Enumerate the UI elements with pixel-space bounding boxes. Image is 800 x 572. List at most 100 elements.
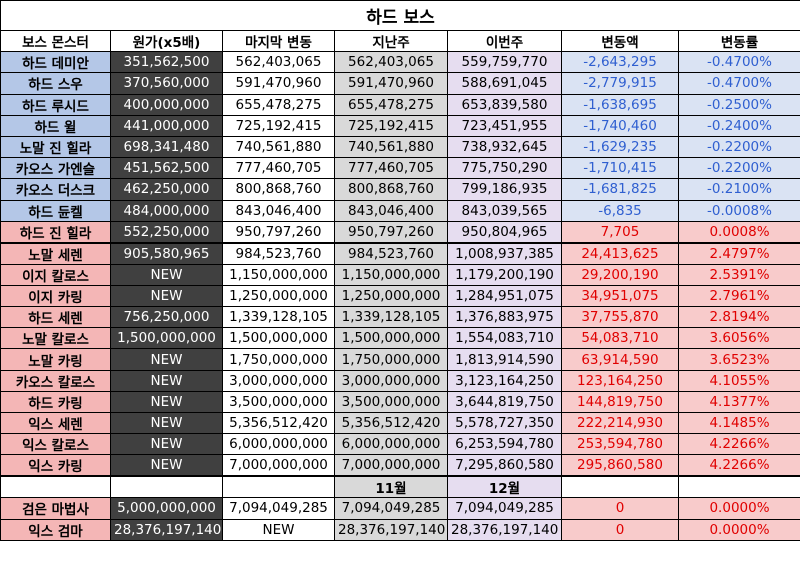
table-row: 카오스 칼로스 NEW 3,000,000,000 3,000,000,000 3,12… <box>0 369 800 392</box>
boss-name: 익스 검마 <box>0 518 111 541</box>
last-week-price: 5,356,512,420 <box>334 411 448 435</box>
boss-price-table: 하드 보스 보스 몬스터 원가(x5배) 마지막 변동 지난주 이번주 변동액 … <box>0 0 800 541</box>
boss-name: 카오스 칼로스 <box>0 369 111 392</box>
last-change-price: NEW <box>222 518 335 541</box>
monthly-row: 익스 검마 28,376,197,140 NEW 28,376,197,140 28,3… <box>0 518 800 541</box>
this-week-price: 843,039,565 <box>447 199 562 222</box>
header-last-week: 지난주 <box>334 29 448 53</box>
delta-value: 253,594,780 <box>561 433 679 456</box>
boss-name: 익스 칼로스 <box>0 433 111 456</box>
delta-value: 24,413,625 <box>561 241 679 265</box>
rate-value: 2.5391% <box>677 263 800 286</box>
last-change-price: 591,470,960 <box>222 72 335 95</box>
month-header-blank <box>561 475 679 499</box>
last-week-price: 1,339,128,105 <box>334 306 448 329</box>
boss-name: 하드 데미안 <box>0 51 111 74</box>
rate-value: 2.7961% <box>677 284 800 308</box>
rate-value: 4.1055% <box>677 369 800 392</box>
table-row: 카오스 가엔슬 451,562,500 777,460,705 777,460,705… <box>0 157 800 180</box>
boss-name: 검은 마법사 <box>0 497 111 520</box>
delta-value: 29,200,190 <box>561 263 679 286</box>
boss-name: 노말 진 힐라 <box>0 135 111 159</box>
rate-value: 0.0008% <box>677 220 800 244</box>
this-week-price: 3,123,164,250 <box>447 369 562 392</box>
table-row: 하드 듄켈 484,000,000 843,046,400 843,046,400 84… <box>0 199 800 222</box>
original-price: 400,000,000 <box>110 93 223 116</box>
this-week-price: 1,813,914,590 <box>447 348 562 371</box>
header-original: 원가(x5배) <box>110 29 223 53</box>
delta-value: 54,083,710 <box>561 327 679 350</box>
delta-value: -1,629,235 <box>561 135 679 159</box>
last-week-price: 3,000,000,000 <box>334 369 448 392</box>
last-change-price: 5,356,512,420 <box>222 411 335 435</box>
boss-name: 카오스 더스크 <box>0 178 111 201</box>
table-row: 카오스 더스크 462,250,000 800,868,760 800,868,760… <box>0 178 800 201</box>
rate-value: 4.1377% <box>677 390 800 414</box>
last-change-price: 655,478,275 <box>222 93 335 116</box>
table-row: 하드 세렌 756,250,000 1,339,128,105 1,339,128,1… <box>0 306 800 329</box>
this-week-price: 6,253,594,780 <box>447 433 562 456</box>
this-week-price: 5,578,727,350 <box>447 411 562 435</box>
last-week-price: 6,000,000,000 <box>334 433 448 456</box>
last-change-price: 3,000,000,000 <box>222 369 335 392</box>
boss-name: 이지 카링 <box>0 284 111 308</box>
this-month-price: 7,094,049,285 <box>447 497 562 520</box>
original-price: 698,341,480 <box>110 135 223 159</box>
table-row: 노말 칼로스 1,500,000,000 1,500,000,000 1,500,00… <box>0 327 800 350</box>
table-row: 하드 루시드 400,000,000 655,478,275 655,478,275 6… <box>0 93 800 116</box>
boss-name: 익스 세렌 <box>0 411 111 435</box>
header-this-week: 이번주 <box>447 29 562 53</box>
table-row: 하드 진 힐라 552,250,000 950,797,260 950,797,260… <box>0 220 800 244</box>
month-header-cur: 12월 <box>447 475 562 499</box>
original-price: 462,250,000 <box>110 178 223 201</box>
last-week-price: 7,000,000,000 <box>334 454 448 477</box>
original-price: 5,000,000,000 <box>110 497 223 520</box>
last-change-price: 1,500,000,000 <box>222 327 335 350</box>
delta-value: 0 <box>561 518 679 541</box>
last-change-price: 725,192,415 <box>222 114 335 137</box>
delta-value: 222,214,930 <box>561 411 679 435</box>
rate-value: 4.2266% <box>677 433 800 456</box>
last-change-price: 800,868,760 <box>222 178 335 201</box>
last-change-price: 6,000,000,000 <box>222 433 335 456</box>
original-price: NEW <box>110 284 223 308</box>
table-row: 노말 카링 NEW 1,750,000,000 1,750,000,000 1,813,… <box>0 348 800 371</box>
boss-name: 카오스 가엔슬 <box>0 157 111 180</box>
rate-value: 4.2266% <box>677 454 800 477</box>
original-price: NEW <box>110 411 223 435</box>
boss-name: 하드 스우 <box>0 72 111 95</box>
delta-value: -1,681,825 <box>561 178 679 201</box>
this-week-price: 1,008,937,385 <box>447 241 562 265</box>
month-header-prev: 11월 <box>334 475 448 499</box>
last-change-price: 1,250,000,000 <box>222 284 335 308</box>
last-week-price: 984,523,760 <box>334 241 448 265</box>
title-row: 하드 보스 <box>0 0 800 31</box>
boss-name: 하드 세렌 <box>0 306 111 329</box>
page-title: 하드 보스 <box>0 0 800 31</box>
delta-value: -6,835 <box>561 199 679 222</box>
this-week-price: 588,691,045 <box>447 72 562 95</box>
month-header-blank <box>0 475 111 499</box>
month-header-row: 11월 12월 <box>0 475 800 499</box>
rate-value: -0.2200% <box>677 157 800 180</box>
original-price: 1,500,000,000 <box>110 327 223 350</box>
table-row: 익스 칼로스 NEW 6,000,000,000 6,000,000,000 6,253… <box>0 433 800 456</box>
monthly-row: 검은 마법사 5,000,000,000 7,094,049,285 7,094,04… <box>0 497 800 520</box>
table-row: 익스 카링 NEW 7,000,000,000 7,000,000,000 7,295,… <box>0 454 800 477</box>
month-header-blank <box>222 475 335 499</box>
delta-value: -2,643,295 <box>561 51 679 74</box>
last-week-price: 725,192,415 <box>334 114 448 137</box>
delta-value: -1,638,695 <box>561 93 679 116</box>
rate-value: -0.4700% <box>677 72 800 95</box>
last-week-price: 591,470,960 <box>334 72 448 95</box>
delta-value: 7,705 <box>561 220 679 244</box>
rate-value: 4.1485% <box>677 411 800 435</box>
boss-name: 노말 카링 <box>0 348 111 371</box>
last-change-price: 950,797,260 <box>222 220 335 244</box>
rate-value: 0.0000% <box>677 497 800 520</box>
delta-value: 144,819,750 <box>561 390 679 414</box>
table-row: 하드 스우 370,560,000 591,470,960 591,470,960 58… <box>0 72 800 95</box>
last-change-price: 7,000,000,000 <box>222 454 335 477</box>
last-month-price: 7,094,049,285 <box>334 497 448 520</box>
table-row: 노말 세렌 905,580,965 984,523,760 984,523,760 1,… <box>0 241 800 265</box>
